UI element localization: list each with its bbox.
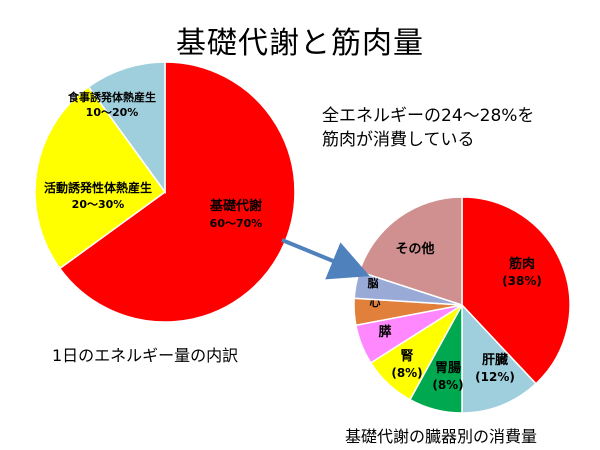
note-line: 筋肉が消費している [322,130,475,150]
slice-value-label: (8%) [432,378,463,392]
slice-value-label: 10～20% [86,106,139,119]
slice-value-label: (8%) [391,366,422,380]
slice-value-label: 60～70% [210,217,263,230]
pie-slice [34,85,167,270]
slice-label: 胃腸 [435,361,461,376]
page-title: 基礎代謝と筋肉量 [176,26,424,61]
slice-label: 肝臓 [482,352,508,368]
pie-slice [87,61,166,195]
slice-label: 腎 [400,349,413,364]
slice-value-label: 20～30% [72,198,125,211]
slice-label: 食事誘発体熱産生 [68,90,156,104]
energy-breakdown-pie: 基礎代謝 60～70% 活動誘発性体熱産生 20～30% 食事誘発体熱産生 10～20% [34,61,296,323]
note-text: 全エネルギーの24～28%を 筋肉が消費している [322,104,534,152]
slice-label: 心 [370,296,381,309]
note-line: 全エネルギーの24～28%を [322,106,535,126]
pie-slice [58,61,296,323]
organ-consumption-pie: 筋肉 (38%) 肝臓 (12%) 胃腸 (8%) 腎 (8%) 膵 心脳 その他 [353,196,571,414]
slice-label: その他 [395,241,434,257]
pie-slice [461,303,537,414]
slice-label: 基礎代謝 [209,198,262,214]
link-arrow [281,238,370,280]
slice-label: 膵 [378,324,391,340]
slice-value-label: (12%) [475,370,515,384]
slice-label: 筋肉 [508,256,535,272]
slice-label: 活動誘発性体熱産生 [44,180,152,195]
left-chart-caption: 1日のエネルギー量の内訳 [52,346,239,365]
slice-label: 脳 [368,277,379,290]
slice-value-label: (38%) [502,274,542,288]
right-chart-caption: 基礎代謝の臓器別の消費量 [345,427,538,446]
pie-slice [461,196,571,385]
